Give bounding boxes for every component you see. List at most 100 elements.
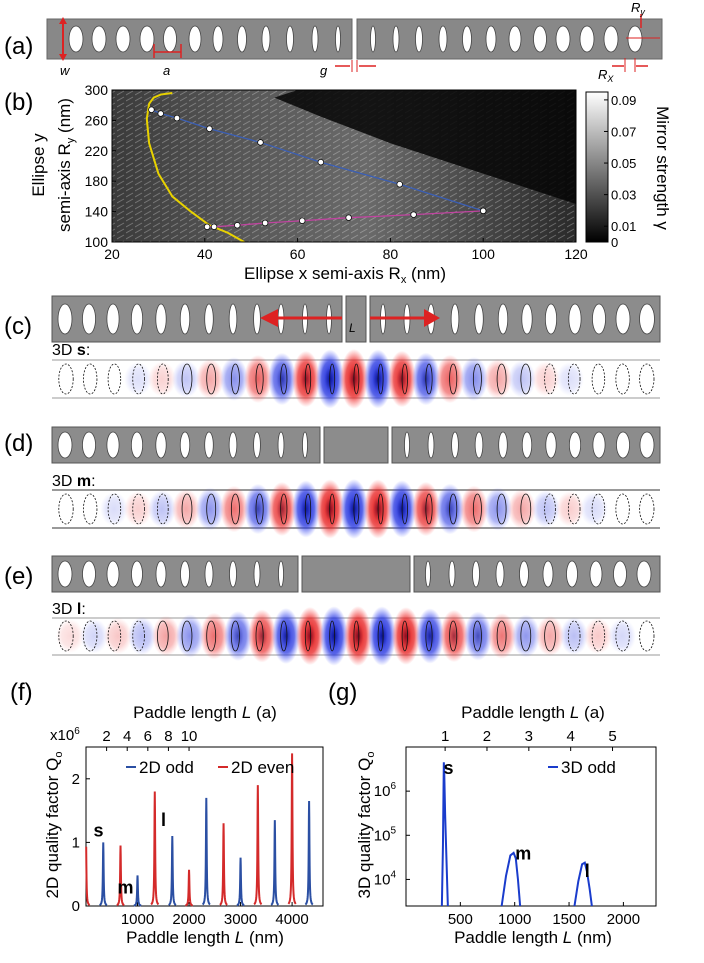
field-lobe-core xyxy=(424,624,436,648)
hole xyxy=(639,431,655,459)
g-x-axis-title: Paddle length L (nm) xyxy=(454,928,612,947)
field-lobe-positive xyxy=(172,489,200,529)
colorbar-tick-label: 0.01 xyxy=(611,219,636,234)
panel-label-e: (e) xyxy=(4,563,33,590)
field-hole-outline xyxy=(157,363,169,395)
field-hole-outline xyxy=(520,620,532,652)
field-lobe-negative xyxy=(176,614,204,658)
colorbar xyxy=(585,91,609,243)
hole xyxy=(228,431,238,459)
dim-a-label: a xyxy=(163,63,170,78)
hole xyxy=(474,431,484,459)
d-paddle xyxy=(323,426,389,464)
panel-label-f: (f) xyxy=(10,679,33,706)
x-tick-label: 60 xyxy=(290,246,306,262)
hole xyxy=(179,431,191,459)
hole xyxy=(68,25,84,53)
field-e xyxy=(56,606,655,666)
field-hole-outline xyxy=(132,620,145,652)
field-hole-outline xyxy=(132,363,145,395)
field-lobe-positive xyxy=(104,617,132,655)
field-lobe-negative xyxy=(124,362,152,396)
field-lobe-core xyxy=(400,624,412,648)
field-lobe-negative xyxy=(556,362,584,396)
y-axis-title-line2: semi-axis Ry (nm) xyxy=(55,98,77,232)
hole xyxy=(261,25,271,53)
field-hole-outline xyxy=(157,493,169,525)
field-hole-outline xyxy=(83,493,98,525)
field-hole-outline xyxy=(544,363,556,395)
f-x-tick-label: 1000 xyxy=(121,911,154,928)
panel-b-heatmap: 20 40 60 80 100 120 100 140 180 220 260 300 Ellipse … xyxy=(29,82,672,286)
hole xyxy=(253,431,261,459)
field-hole-outline xyxy=(280,493,288,525)
field-lobe-positive xyxy=(148,361,176,397)
hole xyxy=(82,303,96,335)
hole xyxy=(253,560,261,588)
field-hole-outline xyxy=(329,620,336,652)
field-hole-outline xyxy=(132,493,145,525)
f-top-tick-label: 8 xyxy=(164,728,172,745)
hole xyxy=(636,560,652,588)
f-x-axis-title: Paddle length L (nm) xyxy=(126,928,284,947)
holes-a xyxy=(68,25,643,53)
panel-label-g: (g) xyxy=(328,679,357,706)
hole xyxy=(228,303,238,335)
dim-rx-label: RX xyxy=(598,67,614,84)
field-hole-outline xyxy=(83,363,98,395)
hole xyxy=(179,303,191,335)
field-hole-outline xyxy=(206,493,217,525)
dim-w-label: w xyxy=(60,63,71,78)
panel-a-waveguide: w a g Ry RX xyxy=(46,0,663,84)
hole xyxy=(566,560,578,588)
panel-label-b: (b) xyxy=(4,89,33,116)
y-tick-label: 180 xyxy=(85,173,109,189)
hole xyxy=(498,431,508,459)
hole xyxy=(508,25,522,53)
field-hole-outline xyxy=(304,620,312,652)
field-lobe-negative xyxy=(196,487,224,531)
hole xyxy=(253,303,261,335)
path-point xyxy=(410,211,417,218)
hole xyxy=(155,560,167,588)
hole xyxy=(188,25,202,53)
field-hole-outline xyxy=(157,620,169,652)
f-peak-even xyxy=(219,823,228,906)
field-lobe-core xyxy=(252,497,264,521)
f-peak-odd xyxy=(236,857,245,907)
field-hole-outline xyxy=(58,620,74,652)
field-hole-outline xyxy=(567,620,581,652)
field-hole-outline xyxy=(230,620,240,652)
f-plot-frame xyxy=(85,746,324,907)
path-point xyxy=(317,159,324,166)
f-y-axis-title: 2D quality factor Qo xyxy=(43,752,65,899)
field-hole-outline xyxy=(472,493,482,525)
field-lobe-positive xyxy=(124,491,152,527)
y-tick-label: 220 xyxy=(85,143,109,159)
hole xyxy=(163,25,177,53)
f-top-tick-label: 6 xyxy=(144,728,152,745)
panel-c: L 3D s: xyxy=(51,295,661,409)
field-hole-outline xyxy=(107,363,122,395)
field-lobe-negative xyxy=(484,487,512,531)
field-lobe-negative xyxy=(148,490,176,528)
field-hole-outline xyxy=(591,363,606,395)
panel-d: 3D m: xyxy=(51,426,661,539)
colorbar-ticks: 0.09 0.07 0.05 0.03 0.010 Mirror strength γ xyxy=(604,93,672,250)
field-hole-outline xyxy=(639,493,655,525)
field-lobe-positive xyxy=(220,485,248,533)
field-hole-outline xyxy=(206,620,217,652)
hole xyxy=(639,303,655,335)
field-hole-outline xyxy=(377,493,384,525)
y-tick-label: 100 xyxy=(85,234,109,250)
field-lobe-positive xyxy=(584,617,612,655)
hole xyxy=(82,560,96,588)
colorbar-title: Mirror strength γ xyxy=(653,106,672,230)
field-hole-outline xyxy=(639,363,655,395)
field-hole-outline xyxy=(567,363,581,395)
field-hole-outline xyxy=(329,493,336,525)
colorbar-tick-label: 0.09 xyxy=(611,93,636,108)
hole xyxy=(616,431,630,459)
f-peak-even xyxy=(116,845,125,907)
